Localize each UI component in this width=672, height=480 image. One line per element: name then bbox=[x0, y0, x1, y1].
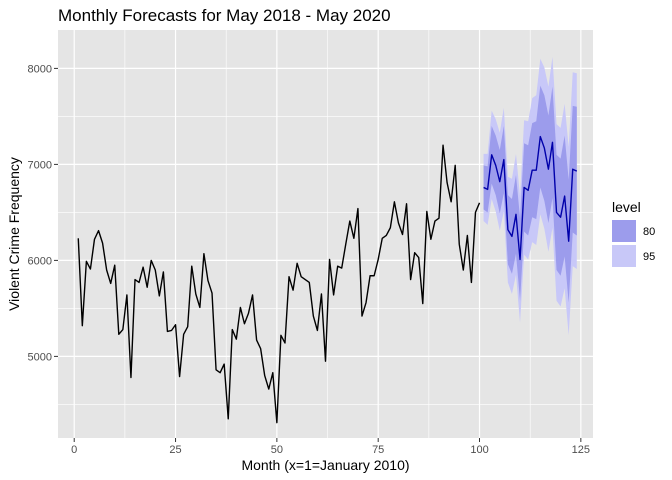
axis-ticks bbox=[54, 67, 582, 442]
y-tick-label: 6000 bbox=[28, 255, 52, 267]
x-tick-label: 100 bbox=[470, 444, 488, 456]
forecast-bands bbox=[483, 56, 577, 336]
chart-title: Monthly Forecasts for May 2018 - May 202… bbox=[58, 6, 391, 25]
observed-line bbox=[77, 144, 481, 424]
y-axis-title: Violent Crime Frequency bbox=[6, 157, 22, 311]
legend: level 80 95 bbox=[612, 199, 655, 267]
x-tick-label: 75 bbox=[372, 444, 384, 456]
grid-minor bbox=[58, 30, 593, 438]
band-80 bbox=[483, 85, 577, 303]
x-tick-label: 0 bbox=[71, 444, 77, 456]
legend-key-80 bbox=[612, 220, 636, 242]
x-tick-label: 125 bbox=[572, 444, 590, 456]
legend-key-95 bbox=[612, 245, 636, 267]
series-lines bbox=[77, 135, 578, 424]
plot-panel bbox=[58, 30, 593, 438]
legend-label-80: 80 bbox=[643, 226, 655, 238]
x-axis-title: Month (x=1=January 2010) bbox=[241, 457, 409, 473]
grid-major bbox=[58, 30, 593, 438]
y-tick-label: 5000 bbox=[28, 351, 52, 363]
axis-tick-labels: 0 25 50 75 100 125 5000 6000 7000 8000 bbox=[28, 63, 591, 456]
y-tick-label: 8000 bbox=[28, 63, 52, 75]
x-tick-label: 50 bbox=[271, 444, 283, 456]
x-tick-label: 25 bbox=[169, 444, 181, 456]
legend-title: level bbox=[612, 199, 641, 215]
y-tick-label: 7000 bbox=[28, 159, 52, 171]
legend-label-95: 95 bbox=[643, 251, 655, 263]
forecast-line bbox=[483, 135, 578, 261]
